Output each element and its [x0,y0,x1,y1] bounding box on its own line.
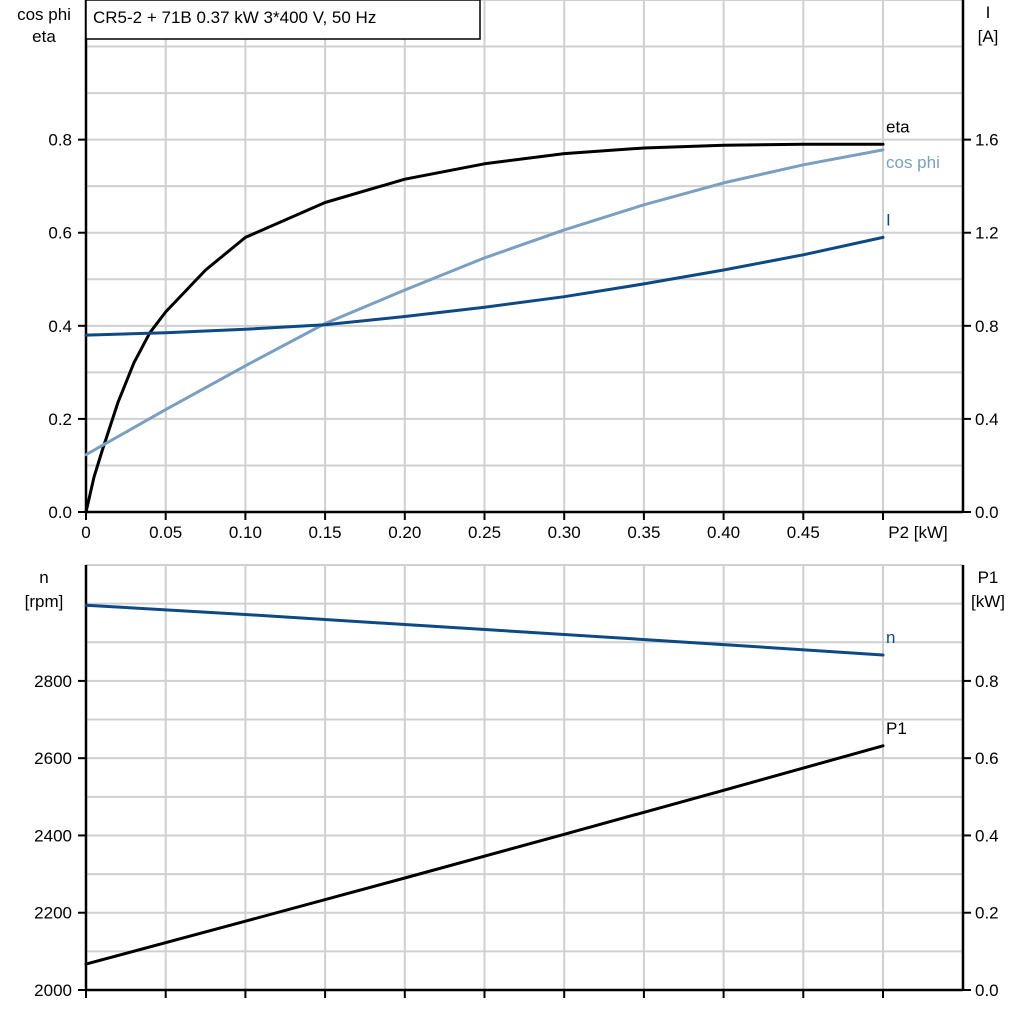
y-tick-label-left: 0.8 [48,131,72,150]
y-tick-label-right: 0.4 [975,826,999,845]
x-tick-label: 0.20 [388,523,421,542]
y-tick-label-right: 1.6 [975,131,999,150]
y-axis-label-right: I [986,3,991,22]
series-line-i [84,235,885,337]
y-tick-label-right: 0.8 [975,672,999,691]
y-tick-label-left: 2800 [34,672,72,691]
x-tick-label: 0.25 [468,523,501,542]
x-tick-label: 0.35 [627,523,660,542]
series-label-n: n [886,628,895,647]
panel-top: 0.0 0.2 0.4 0.6 0.8 0.0 0.4 0.8 1.2 1.6 cos phi eta… [17,0,999,542]
x-tick-label: 0.15 [309,523,342,542]
y-axis-label-right: [kW] [971,592,1005,611]
series-line-cos-phi [84,148,885,457]
y-tick-label-right: 0.6 [975,749,999,768]
y-tick-label-right: 1.2 [975,224,999,243]
series-line-eta [84,142,885,514]
y-tick-label-left: 2600 [34,749,72,768]
x-tick-label: 0.40 [707,523,740,542]
x-tick-label: 0.45 [787,523,820,542]
y-axis-label-left: eta [32,27,56,46]
y-axis-label-right: P1 [978,568,999,587]
y-tick-label-right: 0.8 [975,317,999,336]
y-tick-label-left: 2400 [34,826,72,845]
chart-title: CR5-2 + 71B 0.37 kW 3*400 V, 50 Hz [93,8,376,27]
y-axis-label-left: cos phi [17,5,71,24]
y-tick-label-right: 0.0 [975,503,999,522]
y-tick-label-left: 0.6 [48,224,72,243]
y-tick-label-left: 0.2 [48,410,72,429]
y-tick-label-left: 2200 [34,904,72,923]
series-label-i: I [886,210,891,229]
x-tick-label: 0 [81,523,90,542]
y-tick-label-left: 0.0 [48,503,72,522]
title-box [85,0,481,40]
x-tick-label: 0.10 [229,523,262,542]
series-line-p1 [84,744,885,966]
y-axis-label-right: [A] [978,27,999,46]
x-tick-label: 0.05 [149,523,182,542]
y-axis-label-left: n [39,568,48,587]
series-line-n [84,603,885,657]
series-label-cos-phi: cos phi [886,153,940,172]
y-tick-label-right: 0.0 [975,981,999,1000]
y-tick-label-left: 2000 [34,981,72,1000]
y-tick-label-left: 0.4 [48,317,72,336]
y-tick-label-right: 0.2 [975,904,999,923]
y-axis-label-left: [rpm] [25,592,64,611]
x-tick-label: 0.30 [548,523,581,542]
x-axis-label: P2 [kW] [888,523,948,542]
series-label-eta: eta [886,117,910,136]
series-label-p1: P1 [886,719,907,738]
y-tick-label-right: 0.4 [975,410,999,429]
panel-bottom: 2000 2200 2400 2600 2800 0.0 0.2 0.4 0.6 0.8 n [rpm… [25,564,1005,1000]
